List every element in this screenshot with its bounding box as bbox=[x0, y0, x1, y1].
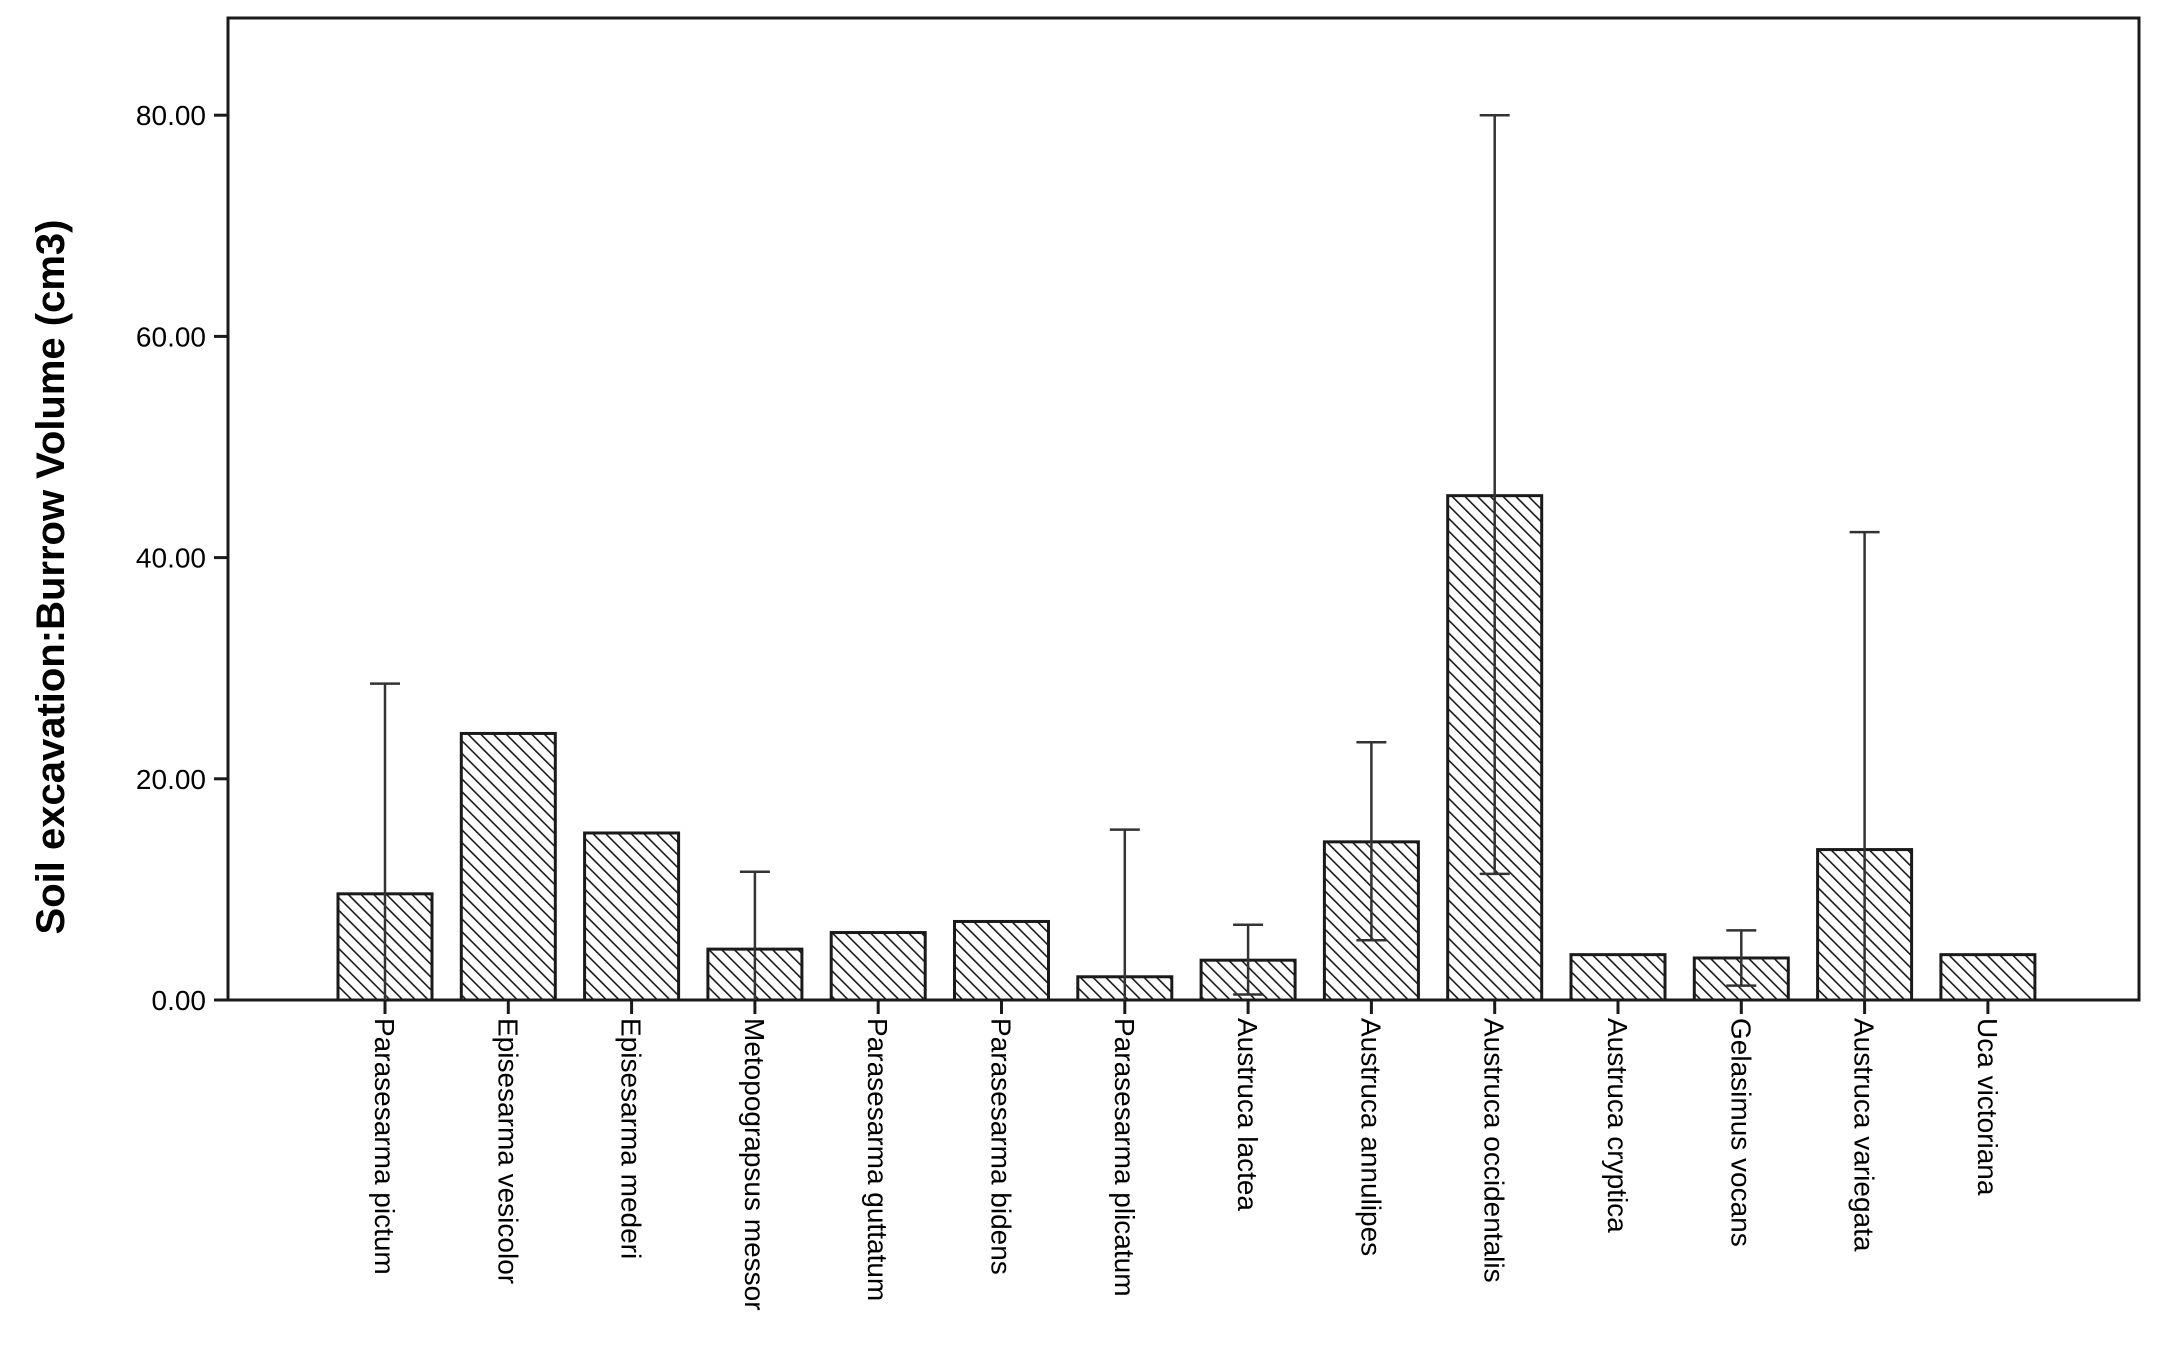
bar bbox=[829, 931, 927, 1002]
y-tick-label: 60.00 bbox=[136, 321, 206, 352]
x-category-label: Austruca occidentalis bbox=[1479, 1018, 1510, 1283]
bar bbox=[459, 731, 557, 1002]
x-category-label: Parasesarma plicatum bbox=[1109, 1018, 1140, 1297]
x-category-label: Metopograpsus messor bbox=[739, 1018, 770, 1311]
bars-group bbox=[336, 494, 2037, 1002]
x-category-label: Uca victoriana bbox=[1972, 1018, 2003, 1196]
x-axis-labels: Parasesarma pictum Episesarma vesicolor Ep… bbox=[369, 1000, 2003, 1311]
bar bbox=[583, 831, 681, 1002]
y-axis-title: Soil excavation:Burrow Volume (cm3) bbox=[29, 220, 73, 935]
y-tick-label: 80.00 bbox=[136, 100, 206, 131]
x-category-label: Episesarma vesicolor bbox=[492, 1018, 523, 1284]
x-category-label: Parasesarma bidens bbox=[986, 1018, 1017, 1275]
x-category-label: Gelasimus vocans bbox=[1725, 1018, 1756, 1247]
bar bbox=[953, 919, 1050, 1002]
x-category-label: Austruca cryptica bbox=[1602, 1018, 1633, 1233]
x-category-label: Austruca lactea bbox=[1232, 1018, 1263, 1211]
y-tick-label: 40.00 bbox=[136, 543, 206, 574]
bar bbox=[1939, 953, 2037, 1002]
y-tick-label: 20.00 bbox=[136, 764, 206, 795]
x-category-label: Parasesarma pictum bbox=[369, 1018, 400, 1275]
x-category-label: Parasesarma guttatum bbox=[862, 1018, 893, 1301]
y-axis: 0.00 20.00 40.00 60.00 80.00 bbox=[136, 100, 228, 1016]
x-category-label: Austruca variegata bbox=[1849, 1018, 1880, 1252]
error-bars-group bbox=[370, 113, 1880, 1000]
bar bbox=[1569, 953, 1667, 1002]
x-category-label: Austruca annulipes bbox=[1355, 1018, 1386, 1256]
plot-frame bbox=[226, 16, 2141, 1002]
y-tick-label: 0.00 bbox=[152, 985, 207, 1016]
x-category-label: Episesarma mederi bbox=[616, 1018, 647, 1259]
